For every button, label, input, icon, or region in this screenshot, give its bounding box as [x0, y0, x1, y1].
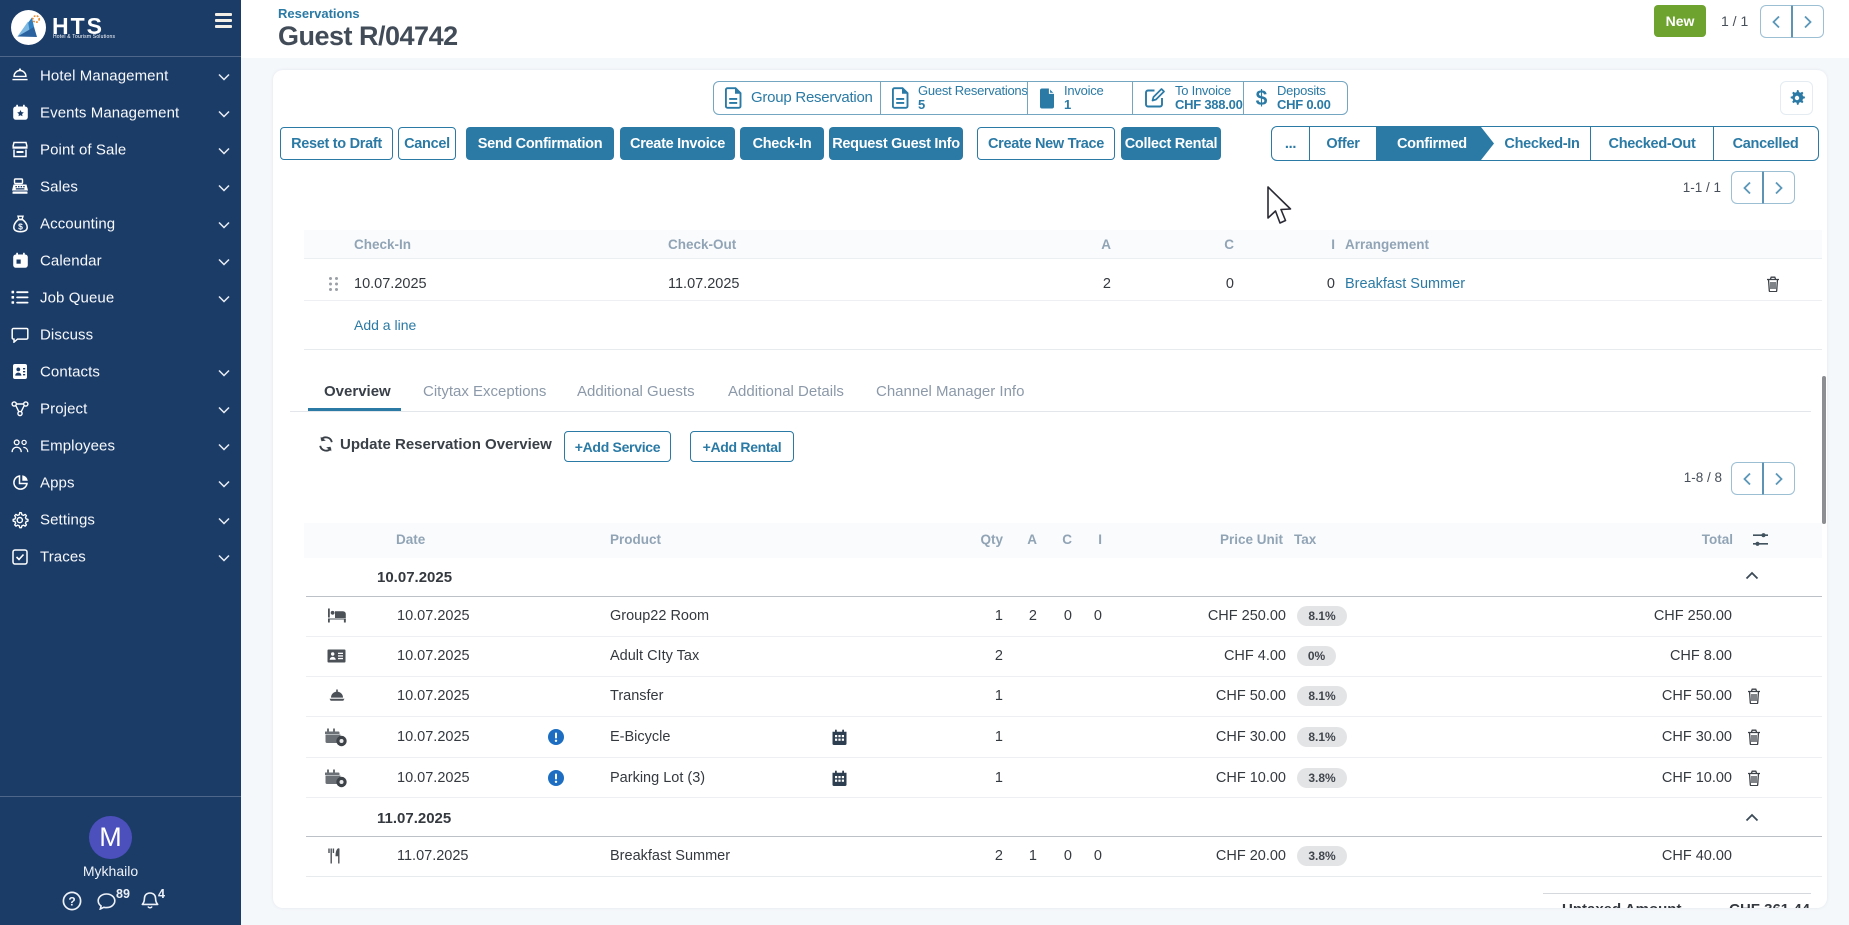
svg-text:$: $ [1256, 87, 1268, 110]
svg-text:$: $ [18, 221, 23, 231]
svg-text:?: ? [68, 894, 75, 908]
